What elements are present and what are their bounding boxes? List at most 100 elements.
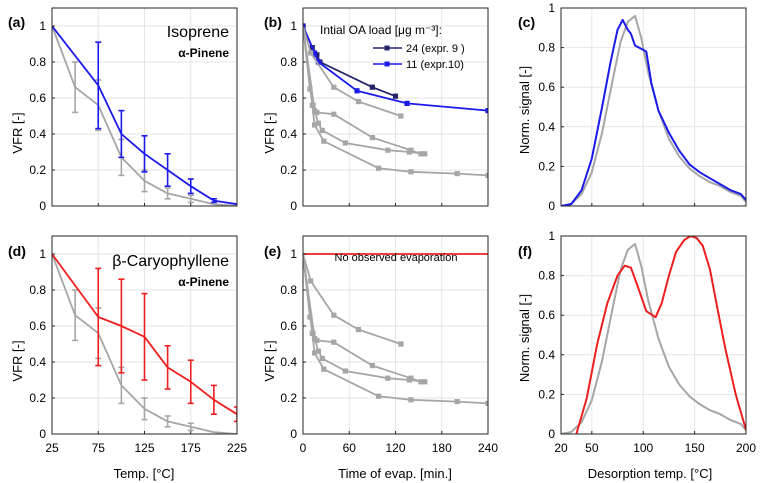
y-axis-label: VFR [-] bbox=[262, 112, 277, 153]
series-line bbox=[52, 25, 237, 206]
data-point bbox=[331, 84, 337, 90]
y-tick-label: 0.2 bbox=[29, 163, 46, 177]
panel-label: (f) bbox=[518, 243, 532, 259]
y-tick-label: 0.4 bbox=[538, 348, 555, 362]
annotation-no-evaporation: No observed evaporation bbox=[335, 252, 458, 264]
data-point bbox=[369, 135, 375, 141]
x-axis-label: Time of evap. [min.] bbox=[338, 466, 452, 481]
x-tick-label: 50 bbox=[585, 441, 599, 455]
data-point bbox=[308, 278, 314, 284]
x-tick-label: 150 bbox=[685, 441, 705, 455]
data-point bbox=[311, 350, 318, 356]
data-point bbox=[398, 341, 404, 347]
data-point bbox=[331, 312, 337, 318]
y-tick-label: 0.2 bbox=[280, 391, 297, 405]
data-point bbox=[321, 138, 327, 144]
y-tick-label: 0.2 bbox=[538, 159, 555, 173]
x-tick-label: 100 bbox=[633, 441, 653, 455]
y-tick-label: 0.4 bbox=[280, 127, 297, 141]
series-line bbox=[303, 253, 488, 405]
y-tick-label: 1 bbox=[39, 247, 46, 261]
x-tick-label: 75 bbox=[92, 441, 106, 455]
data-point bbox=[369, 84, 375, 90]
y-tick-label: 0 bbox=[548, 199, 555, 213]
y-tick-label: 0.6 bbox=[280, 319, 297, 333]
y-axis-label: Norm. signal [-] bbox=[517, 66, 532, 154]
x-tick-label: 225 bbox=[227, 441, 247, 455]
series-line bbox=[561, 242, 746, 434]
panel-e: 0 0.2 0.4 0.6 0.8 1 0 60 120 180 240 (e) VFR [-] T… bbox=[262, 235, 498, 481]
plot-frame bbox=[560, 235, 747, 435]
data-point bbox=[406, 149, 412, 155]
y-tick-label: 1 bbox=[548, 229, 555, 243]
panel-b: 0 0.2 0.4 0.6 0.8 1 (b) VFR [-] Intial OA loa… bbox=[262, 7, 489, 213]
y-tick-label: 1 bbox=[290, 19, 297, 33]
y-tick-label: 0.6 bbox=[29, 319, 46, 333]
data-point bbox=[485, 172, 488, 178]
legend-entry-caryophyllene: β-Caryophyllene bbox=[112, 253, 229, 270]
legend-marker-expr10 bbox=[384, 61, 390, 67]
legend-entry-expr9: 24 (expr. 9 ) bbox=[406, 43, 465, 55]
data-point bbox=[385, 375, 391, 381]
x-tick-label: 60 bbox=[343, 441, 357, 455]
legend-entry-expr10: 11 (expr.10) bbox=[406, 59, 464, 71]
data-point bbox=[408, 169, 414, 175]
y-tick-label: 0.6 bbox=[538, 308, 555, 322]
x-axis-label: Desorption temp. [°C] bbox=[588, 466, 712, 481]
panel-label: (c) bbox=[518, 14, 535, 30]
x-tick-label: 125 bbox=[134, 441, 154, 455]
y-tick-label: 0 bbox=[290, 199, 297, 213]
data-point bbox=[355, 327, 362, 333]
data-point bbox=[309, 330, 315, 336]
legend-entry-alpha-pinene: α-Pinene bbox=[178, 275, 229, 289]
data-point bbox=[422, 379, 428, 385]
y-axis-label: VFR [-] bbox=[10, 112, 25, 153]
legend-marker-expr9 bbox=[384, 45, 390, 51]
y-tick-label: 0 bbox=[290, 427, 297, 441]
y-tick-label: 0.4 bbox=[538, 120, 555, 134]
x-tick-label: 0 bbox=[300, 441, 307, 455]
data-point bbox=[315, 348, 322, 354]
y-tick-label: 0.8 bbox=[280, 283, 297, 297]
data-point bbox=[309, 102, 315, 108]
y-tick-label: 0.4 bbox=[280, 355, 297, 369]
y-tick-label: 0.4 bbox=[29, 355, 46, 369]
x-tick-label: 175 bbox=[181, 441, 201, 455]
data-point bbox=[308, 50, 314, 56]
data-point bbox=[375, 393, 382, 399]
data-point bbox=[331, 111, 337, 117]
y-tick-label: 0.6 bbox=[280, 91, 297, 105]
data-point bbox=[331, 339, 337, 345]
legend-title: Intial OA load [μg m⁻³]: bbox=[320, 23, 442, 37]
y-tick-label: 0.8 bbox=[29, 55, 46, 69]
data-point bbox=[485, 400, 488, 406]
data-point bbox=[398, 113, 404, 119]
plot-frame bbox=[560, 7, 747, 207]
data-point bbox=[385, 147, 391, 153]
data-point bbox=[406, 377, 412, 383]
x-tick-label: 180 bbox=[432, 441, 452, 455]
data-point bbox=[311, 122, 318, 128]
y-tick-label: 0.4 bbox=[29, 127, 46, 141]
x-tick-label: 200 bbox=[736, 441, 756, 455]
x-tick-label: 20 bbox=[554, 441, 568, 455]
y-axis-label: VFR [-] bbox=[10, 340, 25, 381]
y-tick-label: 0.2 bbox=[29, 391, 46, 405]
data-point bbox=[315, 120, 322, 126]
series-line bbox=[561, 18, 746, 206]
legend-entry-isoprene: Isoprene bbox=[167, 24, 229, 41]
y-tick-label: 1 bbox=[290, 247, 297, 261]
data-point bbox=[485, 108, 488, 114]
series-line bbox=[52, 253, 237, 415]
y-tick-label: 0 bbox=[548, 427, 555, 441]
data-point bbox=[342, 140, 348, 146]
panel-label: (d) bbox=[8, 243, 26, 259]
y-tick-label: 0.6 bbox=[29, 91, 46, 105]
series-line bbox=[303, 25, 488, 177]
y-tick-label: 0.8 bbox=[280, 55, 297, 69]
data-point bbox=[311, 108, 318, 114]
y-tick-label: 1 bbox=[548, 1, 555, 15]
data-point bbox=[319, 355, 325, 361]
data-point bbox=[408, 397, 414, 403]
